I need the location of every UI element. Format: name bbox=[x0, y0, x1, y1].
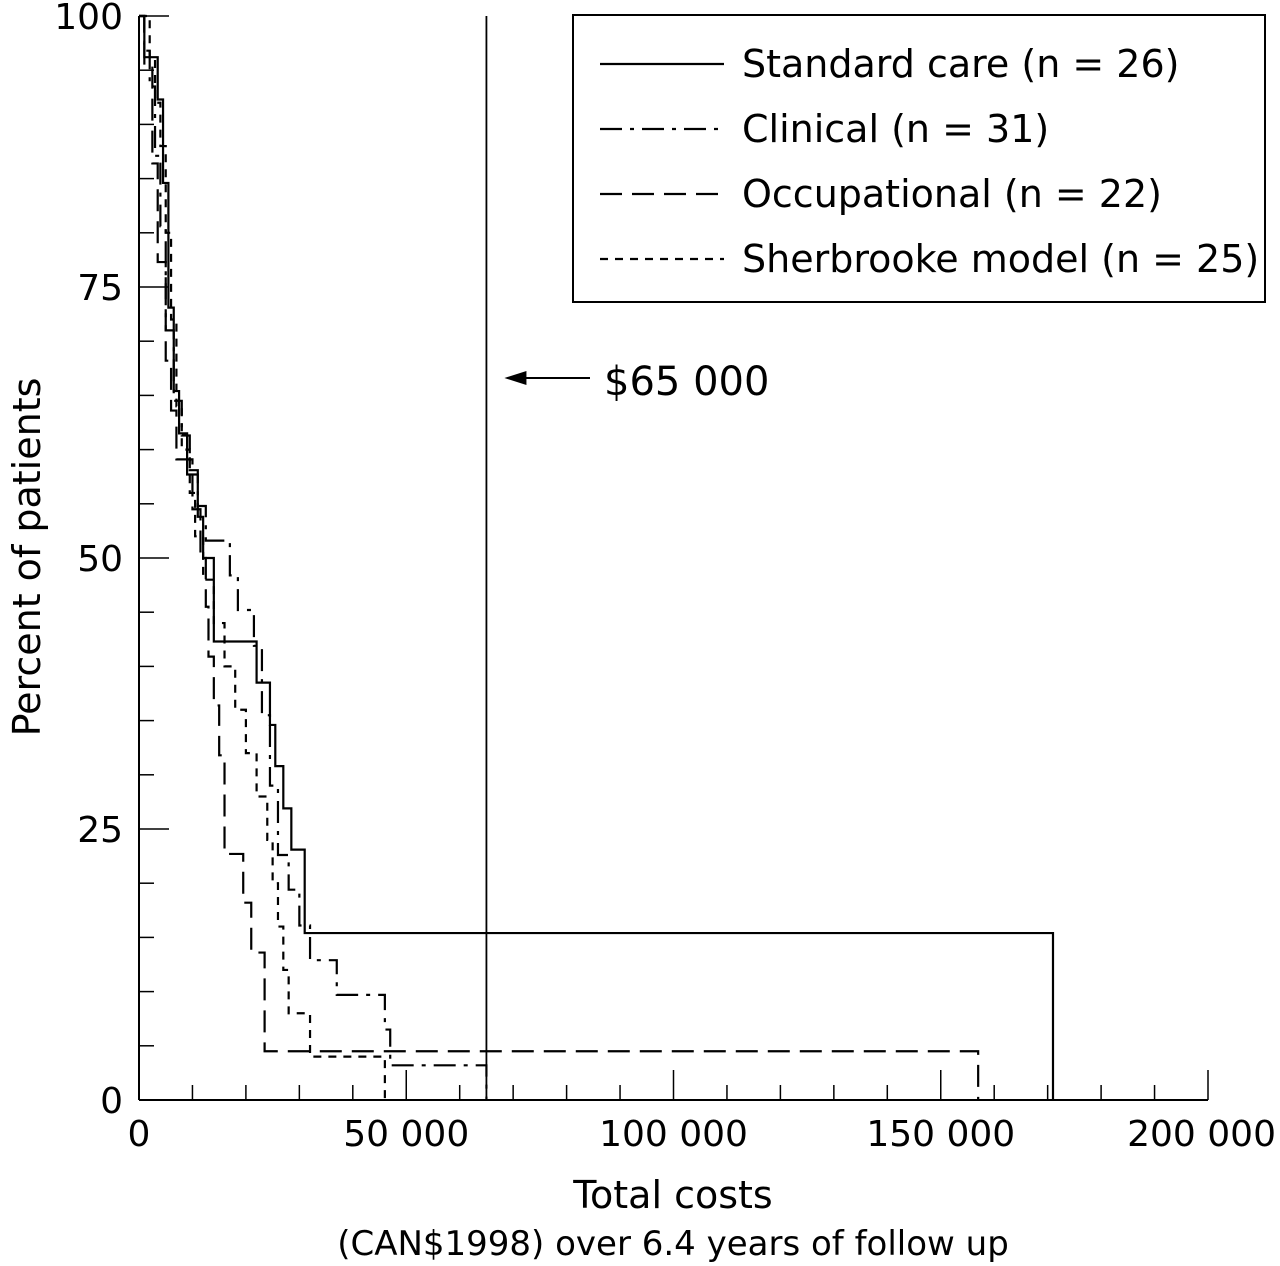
y-tick-label: 100 bbox=[54, 0, 123, 38]
x-axis-title: Total costs bbox=[572, 1173, 772, 1217]
x-axis-subtitle: (CAN$1998) over 6.4 years of follow up bbox=[337, 1224, 1009, 1264]
y-tick-label: 50 bbox=[77, 539, 123, 580]
legend-label: Clinical (n = 31) bbox=[742, 107, 1049, 151]
axes: 0 25 50 75 100 0 50 000 100 000 150 000 200 000 bbox=[54, 0, 1276, 1155]
y-tick-label: 0 bbox=[100, 1081, 123, 1122]
x-tick-label: 150 000 bbox=[866, 1114, 1015, 1155]
x-tick-label: 0 bbox=[128, 1114, 151, 1155]
y-axis-title: Percent of patients bbox=[5, 378, 49, 737]
legend-label: Occupational (n = 22) bbox=[742, 172, 1162, 216]
legend-box bbox=[572, 14, 1266, 303]
annotation-layer: $65 000 bbox=[485, 16, 769, 1100]
y-tick-label: 75 bbox=[77, 268, 123, 309]
series-layer bbox=[139, 14, 1055, 1100]
series-line-solid bbox=[139, 14, 1055, 1100]
y-tick-label: 25 bbox=[77, 810, 123, 851]
threshold-arrow-head bbox=[504, 371, 527, 385]
series-line-dotted bbox=[139, 14, 386, 1100]
x-tick-label: 200 000 bbox=[1127, 1114, 1276, 1155]
legend: Standard care (n = 26) Clinical (n = 31) O… bbox=[572, 14, 1266, 303]
legend-label: Sherbrooke model (n = 25) bbox=[742, 237, 1259, 281]
x-tick-label: 100 000 bbox=[599, 1114, 748, 1155]
legend-label: Standard care (n = 26) bbox=[742, 42, 1179, 86]
threshold-label: $65 000 bbox=[604, 359, 769, 405]
series-line-dash-dot bbox=[139, 14, 488, 1100]
x-tick-label: 50 000 bbox=[343, 1114, 469, 1155]
series-line-dashed bbox=[139, 14, 980, 1100]
axis-titles: Total costs (CAN$1998) over 6.4 years of… bbox=[5, 378, 1009, 1264]
